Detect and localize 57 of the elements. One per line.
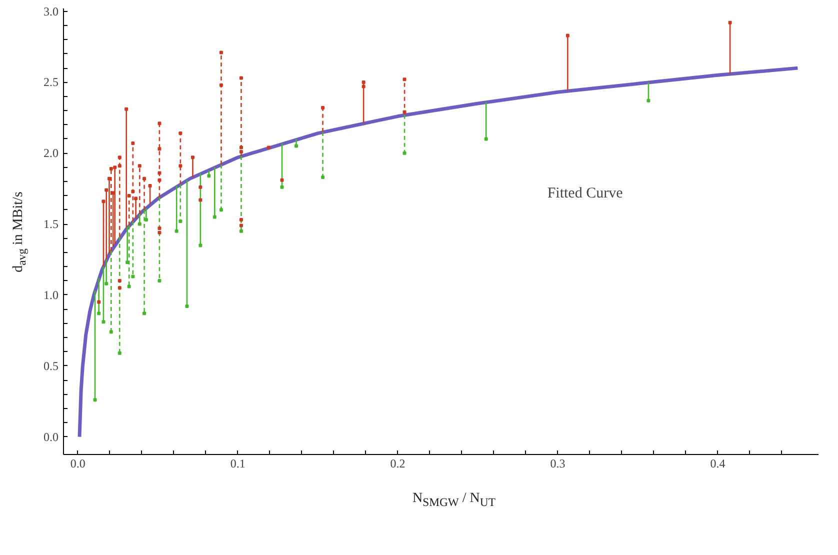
x-tick-label: 0.1 bbox=[230, 456, 246, 470]
point bbox=[239, 146, 243, 150]
line-series bbox=[78, 66, 800, 439]
point bbox=[402, 78, 406, 82]
point bbox=[158, 147, 162, 151]
point bbox=[158, 226, 162, 230]
point bbox=[174, 229, 178, 233]
y-tick-label: 0.0 bbox=[44, 430, 58, 444]
point bbox=[362, 84, 366, 88]
y-tick-label: 1.0 bbox=[44, 288, 58, 302]
point bbox=[131, 141, 135, 145]
point bbox=[178, 164, 182, 168]
point bbox=[158, 171, 162, 175]
x-tick-label: 0.0 bbox=[70, 456, 86, 470]
point bbox=[198, 198, 202, 202]
point bbox=[118, 286, 122, 290]
point bbox=[131, 190, 135, 194]
point bbox=[239, 150, 243, 154]
point bbox=[280, 185, 284, 189]
x-axis-title: N$_{SMGW}$ / N$_{UT}$ bbox=[412, 490, 496, 511]
y-tick-label: 2.5 bbox=[44, 75, 58, 90]
point bbox=[219, 83, 223, 87]
point bbox=[239, 224, 243, 228]
annotation: Fitted Curve bbox=[547, 186, 624, 202]
point bbox=[138, 164, 142, 168]
point bbox=[646, 98, 650, 102]
y-tick-label: 2.0 bbox=[44, 146, 58, 160]
point bbox=[131, 274, 135, 278]
point bbox=[97, 300, 101, 304]
point bbox=[109, 167, 113, 170]
point bbox=[127, 284, 131, 288]
x-tick-label: 0.2 bbox=[390, 456, 406, 470]
point bbox=[142, 312, 146, 316]
point bbox=[118, 279, 122, 283]
y-tick-label: 1.5 bbox=[44, 217, 58, 232]
point bbox=[219, 50, 223, 54]
point bbox=[158, 122, 162, 126]
point bbox=[178, 219, 182, 223]
point bbox=[280, 178, 284, 182]
point bbox=[239, 76, 243, 80]
point bbox=[158, 230, 162, 234]
point bbox=[148, 184, 152, 188]
point bbox=[158, 178, 162, 182]
point bbox=[102, 200, 106, 204]
y-tick-label: 0.5 bbox=[44, 358, 58, 373]
point bbox=[402, 110, 406, 114]
x-tick-label: 0.4 bbox=[710, 456, 726, 470]
point bbox=[239, 218, 243, 222]
point bbox=[158, 279, 162, 283]
point bbox=[266, 146, 270, 150]
point bbox=[402, 151, 406, 155]
point bbox=[239, 229, 243, 233]
x-tick-label: 0.3 bbox=[550, 456, 566, 470]
y-tick-label: 3.0 bbox=[44, 4, 58, 18]
point bbox=[118, 164, 122, 168]
point bbox=[178, 132, 182, 136]
point bbox=[198, 185, 202, 189]
